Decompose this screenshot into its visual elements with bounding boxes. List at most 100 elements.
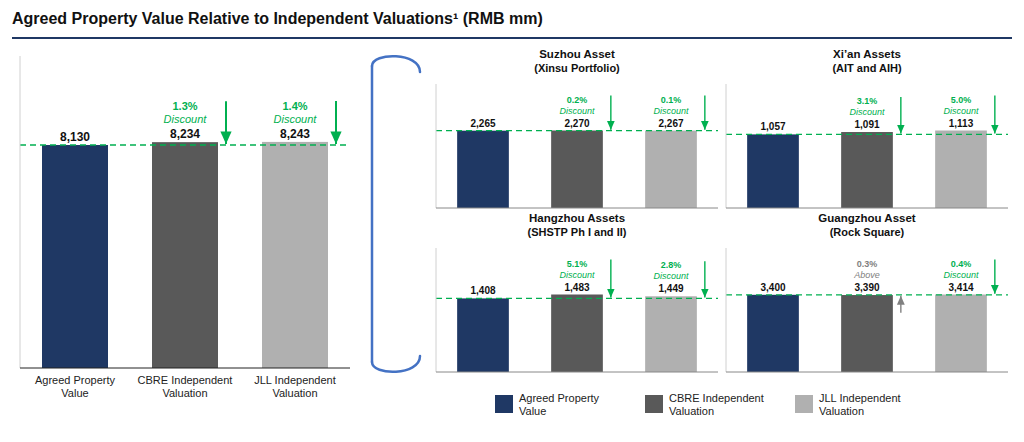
data-label: 1,091	[854, 119, 879, 130]
x-axis	[436, 372, 718, 373]
text-line: Agreed Property	[519, 392, 600, 404]
y-axis	[20, 56, 21, 368]
reference-line	[436, 130, 718, 131]
legend: Agreed PropertyValueCBRE IndependentValu…	[495, 392, 901, 417]
chart-title: Suzhou Asset	[539, 48, 615, 60]
annotation-value: 0.1%	[661, 95, 682, 105]
annotation-note: Discount	[274, 113, 318, 125]
x-axis	[726, 372, 1008, 373]
plot-area	[20, 142, 350, 368]
data-label: 8,243	[280, 127, 310, 141]
annotation-note: Discount	[849, 107, 885, 117]
data-label: 2,265	[470, 118, 495, 129]
legend-swatch	[645, 395, 663, 413]
bar-chart: Xi’an Assets(AIT and AIH)1,0571,0911,113…	[726, 48, 1008, 208]
chart-subtitle: (AIT and AIH)	[832, 62, 902, 74]
data-label: 3,390	[854, 282, 879, 293]
annotation-note: Above	[853, 270, 880, 280]
annotation-arrow	[704, 96, 705, 130]
annotation-arrow	[994, 96, 995, 134]
plot-area	[726, 295, 1008, 373]
annotation-value: 5.0%	[951, 95, 972, 105]
text-line: CBRE Independent	[669, 392, 764, 404]
reference-line	[20, 144, 350, 146]
data-label: 1,449	[658, 283, 683, 294]
bar	[152, 142, 218, 368]
annotation-value: 1.3%	[172, 100, 197, 112]
text-line: Value	[61, 387, 88, 399]
annotation-arrow	[900, 97, 901, 133]
annotation-value: 0.3%	[857, 259, 878, 269]
data-label: 8,234	[170, 127, 200, 141]
bar-chart: Hangzhou Assets(SHSTP Ph I and II)1,4081…	[436, 212, 718, 372]
x-tick-label: CBRE IndependentValuation	[138, 374, 233, 399]
bar	[457, 131, 509, 208]
plot-area	[436, 131, 718, 209]
bar-chart: Guangzhou Asset(Rock Square)3,4003,3903,…	[726, 212, 1008, 372]
data-label: 3,414	[948, 282, 973, 293]
annotation-arrow	[225, 101, 227, 144]
plot-area	[726, 131, 1008, 209]
annotation-value: 5.1%	[567, 259, 588, 269]
annotation-note: Discount	[653, 271, 689, 281]
text-line: JLL Independent	[819, 392, 901, 404]
x-tick-label: JLL IndependentValuation	[254, 374, 336, 399]
bar	[935, 295, 987, 373]
annotation-arrow	[610, 260, 611, 298]
text-line: Value	[519, 405, 546, 417]
annotation-note: Discount	[559, 106, 595, 116]
data-label: 2,267	[658, 118, 683, 129]
annotation-arrow	[704, 261, 705, 297]
text-line: Valuation	[272, 387, 317, 399]
connector-line	[371, 66, 374, 362]
annotation-value: 2.8%	[661, 260, 682, 270]
annotation-note: Discount	[943, 106, 979, 116]
bar-chart: Suzhou Asset(Xinsu Portfolio)2,2652,2702…	[436, 48, 718, 208]
bar	[551, 131, 603, 209]
title: Agreed Property Value Relative to Indepe…	[12, 10, 543, 27]
bar-chart: Agreed PropertyValueCBRE IndependentValu…	[20, 56, 350, 399]
y-axis	[726, 84, 727, 208]
plot-area	[436, 295, 718, 373]
bar	[551, 295, 603, 373]
chart-subtitle: (Xinsu Portfolio)	[534, 62, 620, 74]
data-label: 1,408	[470, 285, 495, 296]
title-rule	[12, 37, 1012, 39]
x-axis	[726, 208, 1008, 209]
chart-title: Xi’an Assets	[833, 48, 901, 60]
y-axis	[726, 248, 727, 372]
reference-line	[436, 298, 718, 299]
annotation-value: 0.2%	[567, 95, 588, 105]
chart-title: Hangzhou Assets	[529, 212, 625, 224]
annotation-value: 0.4%	[951, 259, 972, 269]
annotation-arrow	[335, 101, 337, 144]
data-label: 3,400	[760, 282, 785, 293]
text-line: Valuation	[819, 405, 864, 417]
text-line: Valuation	[669, 405, 714, 417]
legend-label: CBRE IndependentValuation	[669, 392, 764, 417]
bar	[841, 132, 893, 208]
text-line: CBRE Independent	[138, 374, 233, 386]
connector	[372, 56, 420, 372]
x-axis	[20, 368, 350, 369]
legend-swatch	[795, 395, 813, 413]
data-label: 8,130	[60, 130, 90, 144]
chart-title: Guangzhou Asset	[818, 212, 915, 224]
annotation-note: Discount	[559, 270, 595, 280]
connector-curve	[372, 56, 420, 72]
bar	[747, 295, 799, 372]
bar	[935, 131, 987, 209]
legend-label: Agreed PropertyValue	[519, 392, 600, 417]
figure: Agreed Property Value Relative to Indepe…	[0, 0, 1024, 442]
data-label: 1,057	[760, 121, 785, 132]
data-label: 1,483	[564, 282, 589, 293]
text-line: Agreed Property	[35, 374, 116, 386]
bar	[841, 295, 893, 372]
text-line: JLL Independent	[254, 374, 336, 386]
annotation-note: Discount	[943, 270, 979, 280]
annotation-value: 3.1%	[857, 96, 878, 106]
connector-curve	[372, 356, 420, 372]
bar	[645, 296, 697, 372]
text-line: Valuation	[162, 387, 207, 399]
annotation-arrow	[994, 260, 995, 294]
